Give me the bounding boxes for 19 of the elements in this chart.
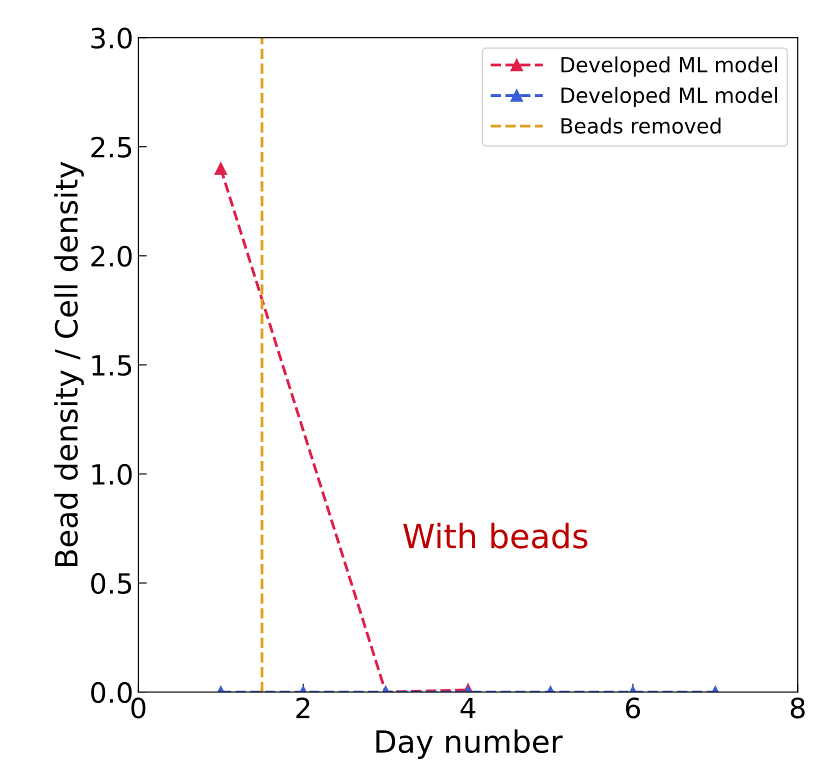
legend-label: Developed ML model <box>562 87 778 108</box>
y-tick-label: 2.0 <box>91 246 132 267</box>
point <box>214 162 228 175</box>
x-axis-title: Day number <box>376 729 563 759</box>
y-tick-label: 1.5 <box>92 355 132 376</box>
x-tick-label: 4 <box>460 698 476 718</box>
y-tick-label: 0.0 <box>91 682 132 704</box>
x-tick-label: 6 <box>626 697 640 718</box>
annotation: With beads <box>403 522 588 549</box>
legend-label: Developed ML model <box>562 56 778 77</box>
y-tick-label: 3.0 <box>91 28 132 49</box>
y-tick-label: 0.5 <box>91 572 132 594</box>
y-axis-title: Bead density / Cell density <box>54 162 84 566</box>
x-tick-label: 2 <box>296 697 310 718</box>
x-tick-label: 8 <box>790 697 805 718</box>
x-tick-label: 0 <box>131 697 146 718</box>
legend-label: Beads removed <box>562 118 720 134</box>
y-tick-label: 2.5 <box>91 136 132 158</box>
y-tick-label: 1.0 <box>92 464 132 485</box>
